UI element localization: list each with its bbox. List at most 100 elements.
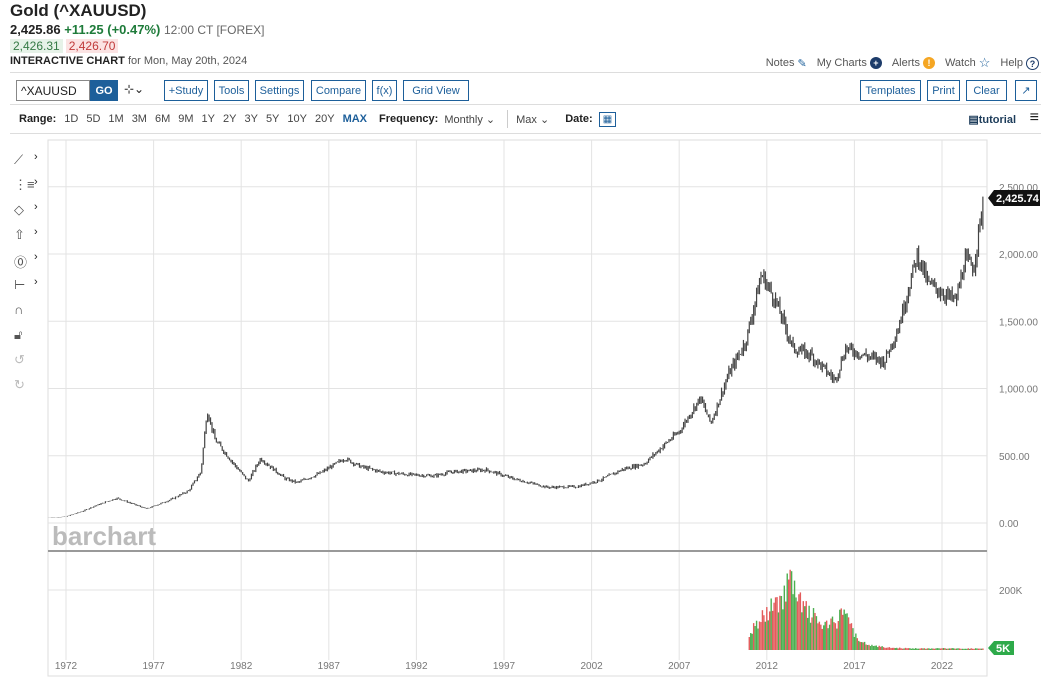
settings-button[interactable]: Settings bbox=[255, 80, 304, 101]
range-3y[interactable]: 3Y bbox=[244, 113, 258, 125]
calendar-button[interactable]: ▦ bbox=[598, 111, 617, 127]
volume-bar bbox=[862, 642, 864, 650]
divider bbox=[10, 72, 1041, 73]
range-max[interactable]: MAX bbox=[342, 113, 368, 125]
volume-bar bbox=[769, 611, 771, 650]
range-1m[interactable]: 1M bbox=[108, 113, 124, 125]
volume-bar bbox=[967, 648, 969, 650]
undo-button[interactable]: ↺ bbox=[14, 352, 25, 368]
measure-tool[interactable]: ⊢ › bbox=[14, 276, 38, 293]
trendline-tool[interactable]: ⟋ › bbox=[14, 151, 38, 168]
my-charts-link[interactable]: My Charts + bbox=[817, 57, 882, 69]
volume-bar bbox=[966, 648, 968, 650]
volume-bar bbox=[879, 646, 882, 650]
hamburger-menu-icon[interactable]: ≡ bbox=[1029, 109, 1039, 126]
measure-icon: ⊢ bbox=[14, 277, 26, 292]
fib-tool[interactable]: ⋮≡ › bbox=[14, 176, 38, 193]
templates-button[interactable]: Templates bbox=[860, 80, 921, 101]
range-3m[interactable]: 3M bbox=[131, 113, 147, 125]
volume-bar bbox=[856, 638, 859, 650]
range-1y[interactable]: 1Y bbox=[201, 113, 215, 125]
volume-bar bbox=[961, 648, 964, 650]
volume-bar bbox=[960, 648, 962, 650]
volume-bar bbox=[894, 648, 896, 650]
volume-bar bbox=[929, 648, 932, 650]
x-tick-label: 1982 bbox=[230, 661, 253, 672]
volume-bar bbox=[779, 595, 781, 650]
volume-bar bbox=[748, 637, 750, 650]
volume-bar bbox=[941, 648, 943, 650]
range-bar: Range: 1D 5D 1M 3M 6M 9M 1Y 2Y 3Y 5Y 10Y… bbox=[19, 110, 617, 128]
annotation-tool[interactable]: ⓪ › bbox=[14, 251, 38, 271]
plus-circle-icon: + bbox=[869, 57, 882, 69]
volume-bar bbox=[909, 648, 911, 650]
help-link[interactable]: Help? bbox=[1000, 56, 1039, 70]
clear-button[interactable]: Clear bbox=[966, 80, 1007, 101]
symbol-input[interactable]: ^XAUUSD bbox=[16, 80, 90, 101]
volume-bar bbox=[796, 601, 799, 650]
compare-button[interactable]: Compare bbox=[311, 80, 366, 101]
watch-link[interactable]: Watch ☆ bbox=[945, 55, 990, 71]
range-5y[interactable]: 5Y bbox=[265, 113, 280, 125]
volume-bar bbox=[919, 648, 921, 650]
redo-button[interactable]: ↻ bbox=[14, 377, 25, 393]
go-button[interactable]: GO bbox=[90, 80, 118, 101]
last-volume-marker: 5K bbox=[988, 641, 1014, 655]
volume-bar bbox=[896, 647, 898, 650]
x-tick-label: 1987 bbox=[318, 661, 341, 672]
chevron-down-icon: ⌄ bbox=[485, 113, 496, 126]
volume-bar bbox=[844, 613, 847, 650]
frequency-label: Frequency: bbox=[379, 113, 439, 125]
range-1d[interactable]: 1D bbox=[64, 113, 79, 125]
tools-button[interactable]: Tools bbox=[214, 80, 249, 101]
volume-bar bbox=[939, 648, 942, 650]
volume-bar bbox=[944, 648, 946, 650]
volume-bar bbox=[877, 647, 879, 650]
divider bbox=[10, 104, 1041, 105]
fx-button[interactable]: f(x) bbox=[372, 80, 397, 101]
page-title: Gold (^XAUUSD) bbox=[10, 1, 147, 20]
range-5d[interactable]: 5D bbox=[86, 113, 101, 125]
aggregation-select[interactable]: Max ⌄ bbox=[516, 113, 549, 126]
volume-bar bbox=[785, 601, 787, 650]
range-2y[interactable]: 2Y bbox=[223, 113, 237, 125]
magnet-tool[interactable]: ∩ bbox=[14, 302, 23, 317]
range-9m[interactable]: 9M bbox=[178, 113, 194, 125]
lock-tool[interactable]: 🔓︎ bbox=[14, 327, 22, 343]
expand-button[interactable]: ↗ bbox=[1015, 80, 1037, 101]
notes-link[interactable]: Notes ✎ bbox=[766, 57, 807, 70]
axis-labels: 1972 1977 1982 1987 1992 1997 2002 2007 2012 2017… bbox=[55, 183, 1038, 672]
volume-bar bbox=[893, 647, 895, 650]
x-tick-label: 1977 bbox=[142, 661, 165, 672]
volume-bar bbox=[931, 648, 933, 650]
notes-label: Notes bbox=[765, 57, 795, 69]
volume-bar bbox=[935, 648, 937, 650]
volume-bar bbox=[766, 607, 768, 650]
frequency-select[interactable]: Monthly ⌄ bbox=[444, 113, 495, 126]
study-button[interactable]: +Study bbox=[164, 80, 208, 101]
volume-bar bbox=[831, 616, 834, 650]
volume-bar bbox=[827, 628, 829, 650]
star-icon: ☆ bbox=[978, 55, 991, 70]
range-10y[interactable]: 10Y bbox=[287, 113, 307, 125]
volume-bar bbox=[915, 648, 917, 650]
tutorial-link[interactable]: ▤tutorial bbox=[968, 113, 1016, 126]
chevron-right-icon: › bbox=[34, 176, 38, 188]
arrow-tool[interactable]: ⇧ › bbox=[14, 226, 38, 243]
volume-bar bbox=[963, 648, 965, 650]
volume-bar bbox=[917, 648, 920, 650]
grid-view-button[interactable]: Grid View bbox=[403, 80, 469, 101]
volume-bar bbox=[928, 648, 930, 650]
print-button[interactable]: Print bbox=[927, 80, 960, 101]
aggregation-value: Max bbox=[516, 113, 537, 126]
help-icon: ? bbox=[1026, 56, 1039, 70]
shape-tool[interactable]: ◇ › bbox=[14, 201, 38, 218]
volume-bar bbox=[751, 633, 753, 650]
alerts-link[interactable]: Alerts! bbox=[892, 57, 935, 69]
range-20y[interactable]: 20Y bbox=[314, 113, 335, 125]
bar-type-dropdown[interactable]: ⊹⌄ bbox=[124, 82, 145, 96]
divider bbox=[10, 133, 1041, 134]
range-6m[interactable]: 6M bbox=[154, 113, 171, 125]
volume-bar bbox=[774, 597, 777, 650]
